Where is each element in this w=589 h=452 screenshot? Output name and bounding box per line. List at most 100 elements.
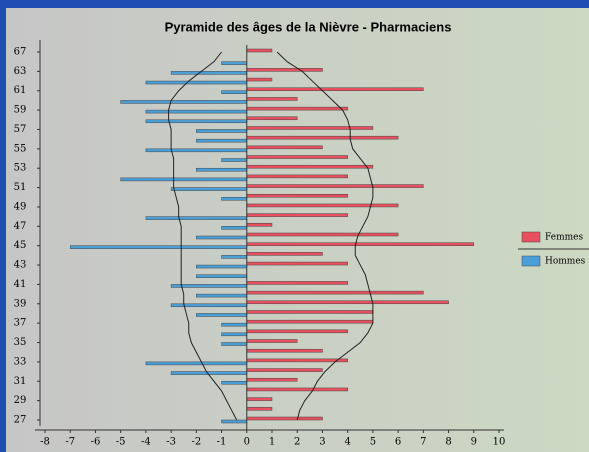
x-tick-label: -6: [91, 437, 101, 448]
legend-swatch: [521, 231, 541, 243]
bar: [246, 164, 374, 169]
bar: [246, 213, 348, 217]
y-tick-label: 61: [14, 85, 27, 96]
y-tick-label: 63: [14, 66, 27, 77]
bar: [221, 332, 248, 337]
y-tick-label: 51: [14, 182, 27, 193]
bar: [221, 158, 248, 162]
bar: [246, 106, 348, 111]
bar: [246, 77, 273, 82]
bar: [145, 148, 248, 153]
bar: [196, 293, 248, 298]
bar: [145, 80, 248, 85]
y-tick-label: 35: [14, 337, 27, 348]
x-tick-label: 4: [344, 437, 350, 448]
y-tick-label: 27: [14, 415, 27, 426]
bar: [246, 252, 323, 256]
bar: [120, 177, 248, 182]
x-tick-label: 3: [319, 437, 325, 448]
bar: [246, 368, 323, 372]
bar: [246, 223, 273, 227]
x-tick-label: -1: [217, 437, 227, 448]
bar: [221, 381, 248, 385]
bar: [246, 397, 273, 401]
bar: [196, 138, 248, 143]
x-tick-label: -5: [116, 437, 126, 448]
bar: [246, 329, 348, 334]
bar: [145, 119, 248, 124]
bar: [221, 419, 248, 424]
x-tick-label: 2: [294, 437, 300, 448]
y-tick-label: 39: [14, 298, 27, 309]
x-tick-label: -2: [191, 437, 201, 448]
bar: [145, 361, 248, 366]
x-tick-label: 5: [370, 437, 376, 448]
y-tick-label: 67: [14, 47, 27, 58]
y-tick-label: 33: [14, 356, 27, 367]
y-tick-label: 59: [14, 105, 27, 116]
bar: [246, 135, 399, 140]
bar: [246, 232, 399, 237]
x-tick-label: 9: [471, 437, 477, 448]
bar: [246, 48, 273, 53]
bar: [145, 109, 248, 114]
outline-curve: [168, 51, 238, 421]
bar: [246, 145, 323, 150]
bar: [221, 61, 248, 65]
x-tick-label: -8: [40, 437, 50, 448]
bar: [221, 197, 248, 201]
x-tick-label: 8: [445, 437, 451, 448]
bar: [246, 319, 374, 324]
x-tick-label: 10: [493, 437, 506, 448]
bar: [221, 342, 248, 346]
legend-label: Femmes: [545, 233, 583, 243]
bar: [221, 226, 248, 230]
y-tick-label: 49: [14, 201, 27, 212]
bar: [246, 203, 399, 208]
bar: [69, 245, 248, 249]
bar: [196, 264, 248, 269]
background: [6, 8, 589, 452]
y-tick-label: 31: [14, 376, 27, 387]
bar: [246, 358, 348, 363]
bar: [246, 155, 348, 159]
bar: [246, 300, 449, 305]
bar: [196, 129, 248, 133]
bar: [170, 284, 248, 288]
bar: [246, 116, 298, 121]
bar: [221, 255, 248, 259]
bar: [246, 281, 348, 285]
y-tick-label: 43: [14, 260, 27, 271]
bar: [170, 303, 248, 308]
bar: [246, 242, 475, 246]
legend-label: Hommes: [545, 257, 586, 267]
y-tick-label: 41: [14, 279, 27, 290]
bar: [246, 184, 424, 188]
y-tick-label: 45: [14, 240, 27, 251]
x-tick-label: -3: [166, 437, 176, 448]
bar: [246, 416, 323, 421]
bar: [246, 387, 348, 392]
x-tick-label: -7: [65, 437, 75, 448]
bar: [246, 310, 374, 314]
bar: [196, 235, 248, 240]
y-tick-label: 57: [14, 124, 27, 135]
bar: [246, 290, 424, 295]
legend-swatch: [521, 255, 541, 267]
x-tick-label: 7: [420, 437, 426, 448]
bar: [170, 71, 248, 75]
bar: [246, 97, 298, 101]
bar: [246, 68, 323, 72]
bar: [196, 313, 248, 317]
x-tick-label: 0: [244, 437, 250, 448]
bar: [246, 87, 424, 91]
bar: [246, 174, 348, 179]
bar: [246, 261, 348, 266]
bar: [196, 274, 248, 278]
bar: [145, 216, 248, 220]
y-tick-label: 29: [14, 395, 27, 406]
bar: [246, 126, 374, 130]
x-tick-label: -4: [141, 437, 151, 448]
